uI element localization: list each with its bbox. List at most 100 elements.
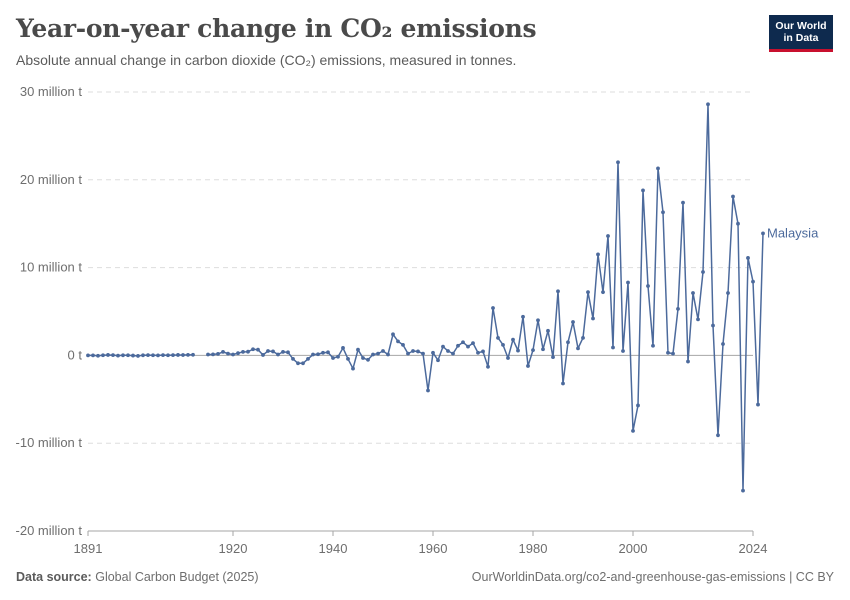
data-point [706, 102, 710, 107]
data-point [731, 194, 735, 199]
data-point [166, 353, 170, 358]
data-point [416, 349, 420, 354]
data-point [686, 359, 690, 364]
data-point [691, 291, 695, 295]
owid-logo[interactable]: Our World in Data [769, 15, 833, 52]
data-point [211, 352, 215, 357]
data-point [741, 488, 745, 493]
data-point [636, 403, 640, 408]
data-point [301, 361, 305, 366]
data-point [181, 353, 185, 357]
data-point [336, 354, 340, 359]
data-point [626, 280, 630, 285]
data-source-label: Data source: [16, 570, 92, 584]
data-point [126, 353, 130, 358]
data-point [481, 349, 485, 354]
data-point [701, 270, 705, 274]
chart-subtitle: Absolute annual change in carbon dioxide… [16, 52, 517, 68]
data-point [326, 350, 330, 355]
y-tick-label: 0 t [68, 347, 83, 362]
data-point [396, 339, 400, 344]
data-point [421, 351, 425, 356]
data-point [391, 332, 395, 337]
data-point [516, 348, 520, 353]
data-point [361, 356, 365, 360]
data-point [291, 357, 295, 361]
data-point [231, 352, 235, 357]
data-point [716, 433, 720, 438]
data-point [216, 352, 220, 356]
data-point [236, 351, 240, 356]
series-layer: Malaysia [86, 102, 819, 493]
data-point [561, 381, 565, 386]
data-point [551, 355, 555, 360]
data-point [571, 320, 575, 324]
data-point [226, 351, 230, 356]
data-point [661, 210, 665, 215]
data-point [666, 350, 670, 355]
data-point [536, 318, 540, 323]
x-tick-label: 1920 [219, 541, 248, 556]
data-point [86, 353, 90, 358]
data-point [621, 349, 625, 353]
data-point [316, 352, 320, 357]
data-point [96, 353, 100, 358]
data-point [541, 347, 545, 352]
logo-line-2: in Data [783, 32, 819, 44]
x-axis: 1891 1920 1940 1960 1980 2000 2024 [74, 530, 767, 556]
data-point [631, 429, 635, 433]
chart-title: Year-on-year change in CO₂ emissions [16, 14, 537, 43]
y-tick-label: -10 million t [16, 435, 83, 450]
data-point [256, 347, 260, 352]
x-tick-label: 1980 [519, 541, 548, 556]
data-point [111, 353, 115, 358]
y-tick-label: 20 million t [20, 172, 83, 187]
data-point [641, 188, 645, 193]
data-source-link[interactable]: Global Carbon Budget (2025) [95, 570, 259, 584]
data-point [506, 356, 510, 360]
data-point [711, 323, 715, 328]
data-point [531, 348, 535, 353]
data-point [406, 351, 410, 356]
data-point [101, 353, 105, 358]
data-point [331, 356, 335, 360]
data-point [91, 353, 95, 358]
data-point [601, 290, 605, 295]
data-point [351, 366, 355, 371]
data-point [266, 349, 270, 353]
data-point [146, 353, 150, 358]
data-point [746, 256, 750, 260]
data-point [381, 349, 385, 353]
data-point [671, 351, 675, 356]
x-tick-label: 1940 [319, 541, 348, 556]
data-point [461, 340, 465, 345]
footer-url[interactable]: OurWorldinData.org/co2-and-greenhouse-ga… [471, 570, 834, 584]
logo-line-1: Our World [775, 20, 827, 32]
data-point [611, 345, 615, 350]
data-point [491, 306, 495, 310]
data-point [191, 352, 195, 357]
data-point [281, 349, 285, 354]
data-point [756, 402, 760, 407]
series-line [207, 103, 764, 492]
data-point [121, 353, 125, 358]
data-point [761, 231, 765, 236]
data-point [151, 353, 155, 358]
data-point [616, 160, 620, 165]
data-point [646, 284, 650, 288]
data-point [356, 347, 360, 352]
data-point [586, 290, 590, 295]
data-point [346, 357, 350, 361]
data-point [241, 349, 245, 354]
data-point [286, 350, 290, 355]
data-point [651, 343, 655, 348]
data-point [476, 350, 480, 355]
data-point [401, 342, 405, 347]
y-tick-label: -20 million t [16, 523, 83, 538]
data-point [431, 350, 435, 355]
x-tick-label: 1891 [74, 541, 103, 556]
data-point [321, 350, 325, 355]
data-point [306, 357, 310, 361]
data-point [411, 349, 415, 353]
x-tick-label: 1960 [419, 541, 448, 556]
